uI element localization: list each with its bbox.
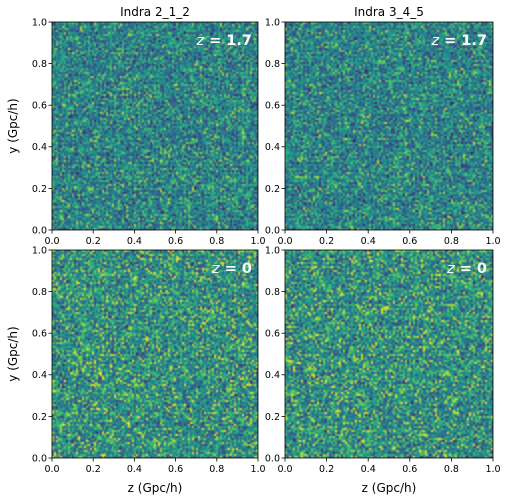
- x-tick-label: 0.6: [402, 236, 417, 247]
- y-tick-label: 0.2: [32, 412, 47, 423]
- x-tick-label: 1.0: [250, 464, 265, 475]
- x-tick-label: 1.0: [250, 236, 265, 247]
- x-tick-label: 0.0: [44, 464, 59, 475]
- y-tick-label: 1.0: [265, 17, 280, 28]
- x-tick-label: 0.2: [319, 236, 334, 247]
- y-tick-label: 0.6: [32, 329, 47, 340]
- y-tick-label: 0.4: [32, 370, 47, 381]
- x-tick-label: 0.6: [168, 464, 183, 475]
- y-tick-label: 0.6: [32, 101, 47, 112]
- panel-title: Indra 2_1_2: [120, 5, 190, 19]
- y-tick-label: 0.0: [265, 225, 280, 236]
- y-tick-label: 0.8: [265, 287, 280, 298]
- x-tick-label: 0.8: [209, 464, 224, 475]
- y-tick-label: 0.2: [265, 412, 280, 423]
- y-tick-label: 0.4: [265, 370, 280, 381]
- panel-4: 0.0 0.2 0.4 0.6 0.8 1.0 0.0 0.2 0.4 0.6 0.8 1.0 z = …: [265, 245, 501, 495]
- y-tick-label: 0.8: [32, 59, 47, 70]
- redshift-label: z = 1.7: [195, 33, 252, 49]
- x-tick-label: 1.0: [485, 464, 500, 475]
- redshift-label: z = 0: [446, 261, 487, 277]
- x-tick-label: 0.4: [361, 236, 376, 247]
- y-tick-label: 0.0: [32, 453, 47, 464]
- y-tick-label: 0.4: [32, 142, 47, 153]
- x-tick-label: 0.0: [277, 464, 292, 475]
- panel-2: 0.0 0.2 0.4 0.6 0.8 1.0 0.0 0.2 0.4 0.6 0.8 1.0 Indr…: [265, 5, 501, 247]
- axes-frame: [51, 249, 259, 459]
- panel-1: 0.0 0.2 0.4 0.6 0.8 1.0 0.0 0.2 0.4 0.6 0.8 1.0 Indr…: [6, 5, 266, 247]
- y-tick-label: 0.2: [265, 184, 280, 195]
- redshift-label: z = 0: [211, 261, 252, 277]
- panel-3: 0.0 0.2 0.4 0.6 0.8 1.0 0.0 0.2 0.4 0.6 0.8 1.0 z = …: [6, 245, 266, 495]
- axes-frame: [51, 21, 259, 231]
- y-tick-label: 0.8: [265, 59, 280, 70]
- x-tick-label: 0.4: [127, 236, 142, 247]
- x-tick-label: 0.6: [168, 236, 183, 247]
- redshift-label: z = 1.7: [430, 33, 487, 49]
- x-tick-label: 0.2: [319, 464, 334, 475]
- density-heatmap: [285, 250, 493, 458]
- y-tick-label: 0.4: [265, 142, 280, 153]
- y-tick-label: 0.8: [32, 287, 47, 298]
- density-heatmap: [52, 250, 258, 458]
- y-tick-label: 0.6: [265, 101, 280, 112]
- y-tick-label: 1.0: [32, 245, 47, 256]
- x-tick-label: 0.8: [209, 236, 224, 247]
- x-tick-label: 0.0: [44, 236, 59, 247]
- x-tick-label: 0.8: [444, 236, 459, 247]
- x-axis-label: z (Gpc/h): [362, 481, 417, 495]
- x-tick-label: 0.2: [86, 236, 101, 247]
- density-heatmap: [52, 22, 258, 230]
- y-axis-label: y (Gpc/h): [6, 326, 20, 381]
- y-tick-label: 0.2: [32, 184, 47, 195]
- x-tick-label: 0.8: [444, 464, 459, 475]
- y-tick-label: 1.0: [265, 245, 280, 256]
- y-axis-label: y (Gpc/h): [6, 98, 20, 153]
- x-tick-label: 0.4: [127, 464, 142, 475]
- panel-title: Indra 3_4_5: [354, 5, 424, 19]
- y-tick-label: 0.0: [265, 453, 280, 464]
- density-heatmap: [285, 22, 493, 230]
- x-tick-label: 0.0: [277, 236, 292, 247]
- y-tick-label: 1.0: [32, 17, 47, 28]
- x-tick-label: 0.4: [361, 464, 376, 475]
- x-tick-label: 0.2: [86, 464, 101, 475]
- axes-frame: [284, 21, 494, 231]
- axes-frame: [284, 249, 494, 459]
- y-tick-label: 0.0: [32, 225, 47, 236]
- x-axis-label: z (Gpc/h): [128, 481, 183, 495]
- y-tick-label: 0.6: [265, 329, 280, 340]
- x-tick-label: 0.6: [402, 464, 417, 475]
- x-tick-label: 1.0: [485, 236, 500, 247]
